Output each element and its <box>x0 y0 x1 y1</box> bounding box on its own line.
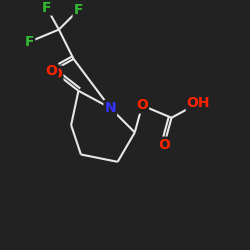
Text: O: O <box>158 138 170 152</box>
Text: O: O <box>136 98 148 112</box>
Text: O: O <box>46 64 58 78</box>
Text: N: N <box>104 101 116 115</box>
Text: F: F <box>25 35 34 49</box>
Text: F: F <box>42 0 51 14</box>
Text: OH: OH <box>187 96 210 110</box>
Text: O: O <box>50 67 62 81</box>
Text: F: F <box>74 3 83 17</box>
